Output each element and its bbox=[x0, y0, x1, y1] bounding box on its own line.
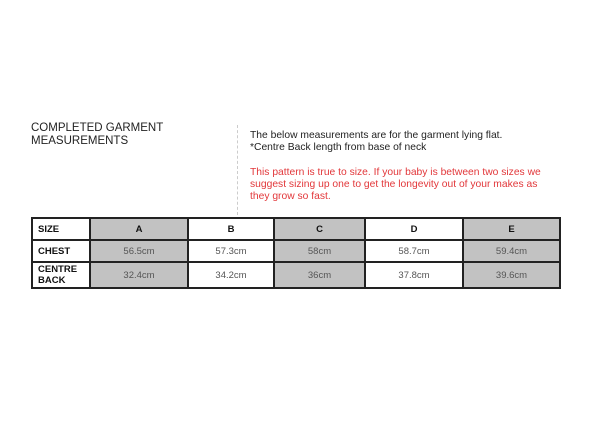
header-cell: B bbox=[187, 217, 275, 241]
page-title: COMPLETED GARMENT MEASUREMENTS bbox=[31, 122, 221, 148]
table-cell: 58cm bbox=[273, 239, 366, 263]
table-cell: 59.4cm bbox=[462, 239, 561, 263]
table-cell: 32.4cm bbox=[89, 261, 189, 289]
table-header-row: SIZE A B C D E bbox=[31, 217, 561, 241]
note-text: The below measurements are for the garme… bbox=[250, 130, 503, 141]
table-cell: 34.2cm bbox=[187, 261, 275, 289]
table-cell: 57.3cm bbox=[187, 239, 275, 263]
divider bbox=[237, 125, 238, 215]
header-cell: SIZE bbox=[31, 217, 91, 241]
header-cell: C bbox=[273, 217, 366, 241]
table-row: CENTRE BACK 32.4cm 34.2cm 36cm 37.8cm 39.… bbox=[31, 261, 561, 289]
table-row: CHEST 56.5cm 57.3cm 58cm 58.7cm 59.4cm bbox=[31, 239, 561, 263]
header-cell: E bbox=[462, 217, 561, 241]
table-cell: 36cm bbox=[273, 261, 366, 289]
row-label: CENTRE BACK bbox=[31, 261, 91, 289]
title-line: MEASUREMENTS bbox=[31, 135, 129, 147]
row-label: CHEST bbox=[31, 239, 91, 263]
row-label-line: CENTRE bbox=[38, 264, 78, 275]
header-cell: D bbox=[364, 217, 464, 241]
warning-text: This pattern is true to size. If your ba… bbox=[250, 167, 541, 202]
header-cell: A bbox=[89, 217, 189, 241]
row-label-line: BACK bbox=[38, 275, 66, 286]
table-cell: 58.7cm bbox=[364, 239, 464, 263]
note-text: *Centre Back length from base of neck bbox=[250, 142, 427, 153]
measurements-table: SIZE A B C D E CHEST 56.5cm 57.3cm 58cm … bbox=[31, 217, 561, 289]
title-line: COMPLETED GARMENT bbox=[31, 122, 164, 134]
table-cell: 37.8cm bbox=[364, 261, 464, 289]
notes: The below measurements are for the garme… bbox=[250, 130, 550, 203]
table-cell: 56.5cm bbox=[89, 239, 189, 263]
table-cell: 39.6cm bbox=[462, 261, 561, 289]
